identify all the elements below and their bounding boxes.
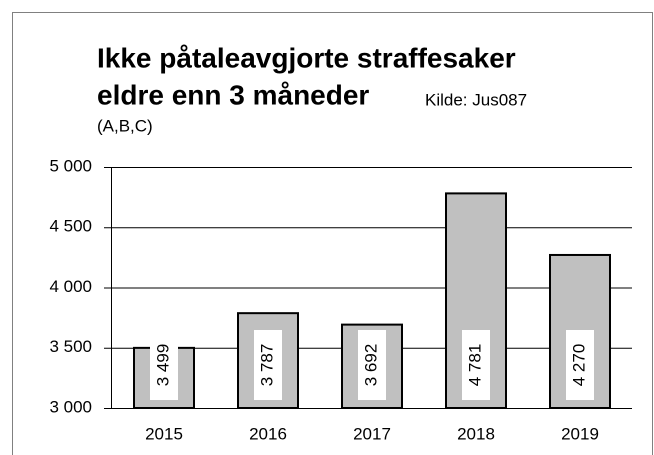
y-tick-label: 3 500 (49, 337, 92, 356)
y-tick-label: 4 000 (49, 277, 92, 296)
x-tick-label: 2017 (353, 424, 391, 443)
y-tick-label: 5 000 (49, 156, 92, 175)
chart-frame (12, 12, 653, 455)
x-tick-label: 2015 (145, 424, 183, 443)
value-label: 4 270 (569, 344, 588, 387)
x-tick-label: 2019 (561, 424, 599, 443)
x-tick-label: 2018 (457, 424, 495, 443)
source: Kilde: Jus087 (425, 90, 527, 109)
y-tick-label: 4 500 (49, 217, 92, 236)
value-label-box (566, 330, 594, 400)
value-label-box (358, 330, 386, 400)
value-label: 3 499 (153, 344, 172, 387)
x-tick-label: 2016 (249, 424, 287, 443)
value-label-box (254, 330, 282, 400)
chart-title: Ikke påtaleavgjorte straffesaker (97, 42, 516, 73)
value-label: 3 692 (361, 344, 380, 387)
chart-title: eldre enn 3 måneder (97, 79, 369, 110)
value-label: 4 781 (465, 344, 484, 387)
value-label-box (462, 330, 490, 400)
value-label: 3 787 (257, 344, 276, 387)
subtitle: (A,B,C) (97, 116, 153, 135)
value-label-box (150, 330, 178, 400)
y-tick-label: 3 000 (49, 397, 92, 416)
